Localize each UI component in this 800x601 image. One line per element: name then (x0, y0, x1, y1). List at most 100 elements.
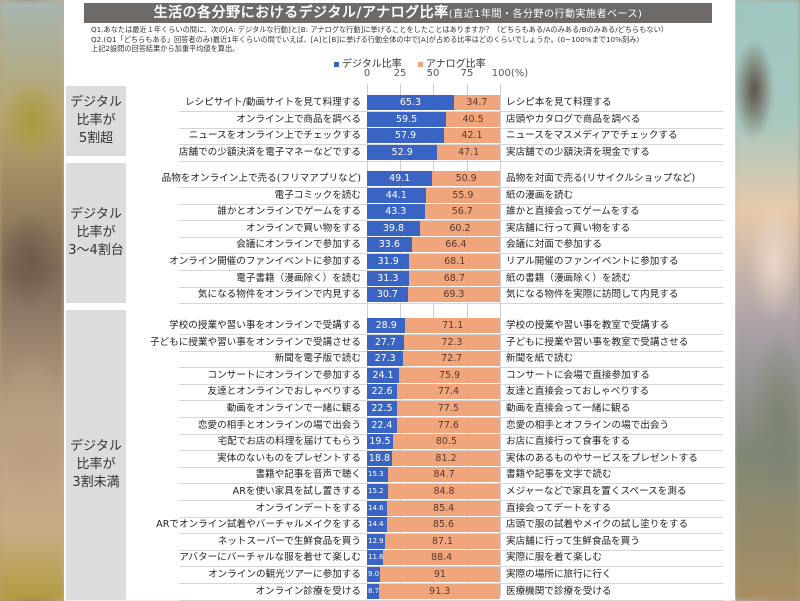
table-row: 品物をオンライン上で売る(フリマアプリなど) 49.1 50.9 品物を対面で売る(リ… (64, 170, 735, 188)
table-row: 恋愛の相手とオンラインの場で出会う 22.4 77.6 恋愛の相手とオフラインの場で出… (64, 417, 735, 435)
stacked-bar: 15.3 84.7 (367, 467, 500, 483)
digital-activity-label: オンライン診療を受ける (255, 585, 361, 597)
digital-activity-label: 新聞を電子版で読む (274, 353, 361, 365)
analog-segment: 81.2 (392, 450, 500, 466)
row-separator (179, 144, 723, 146)
row-separator (179, 483, 723, 485)
group-label-30-49: デジタル 比率が 3〜4割台 (66, 163, 126, 303)
analog-activity-label: 友達と直接会っておしゃべりする (506, 386, 650, 398)
stacked-bar: 43.3 56.7 (367, 204, 500, 220)
stacked-bar: 11.6 88.4 (367, 550, 500, 566)
digital-segment: 33.6 (367, 237, 412, 253)
stacked-bar: 27.7 72.3 (367, 334, 500, 350)
analog-activity-label: 学校の授業や習い事を教室で受講する (506, 320, 670, 331)
digital-segment: 11.6 (367, 550, 384, 566)
digital-segment: 22.5 (367, 401, 397, 416)
row-separator (179, 450, 723, 452)
analog-activity-label: 子どもに授業や習い事を教室で受講させる (506, 336, 689, 348)
digital-activity-label: 電子書籍（漫画除く）を読む (236, 272, 361, 284)
analog-segment: 91 (379, 567, 500, 582)
group-label-over-50: デジタル 比率が 5割超 (66, 86, 126, 156)
row-separator (179, 400, 723, 402)
analog-segment: 91.3 (379, 583, 500, 599)
analog-segment: 87.1 (385, 533, 500, 549)
analog-activity-label: 医療機関で診療を受ける (506, 585, 612, 597)
chart-panel: 生活の各分野におけるデジタル/アナログ比率(直近1年間・各分野の行動実施者ベース… (64, 0, 735, 601)
digital-segment: 8.7 (367, 583, 380, 599)
analog-activity-label: レシピ本を見て料理する (506, 97, 612, 108)
digital-activity-label: 電子コミックを読む (274, 189, 361, 201)
digital-activity-label: オンラインデートをする (255, 502, 361, 514)
stacked-bar: 30.7 69.3 (367, 287, 500, 303)
digital-activity-label: 店舗での少額決済を電子マネーなどでする (178, 146, 361, 158)
digital-activity-label: 恋愛の相手とオンラインの場で出会う (197, 419, 361, 431)
analog-activity-label: メジャーなどで家具を置くスペースを測る (506, 486, 687, 497)
digital-activity-label: ARでオンライン試着やバーチャルメイクをする (156, 519, 361, 531)
digital-segment: 27.3 (367, 351, 404, 367)
digital-segment: 31.9 (367, 254, 410, 269)
table-row: ARでオンライン試着やバーチャルメイクをする 14.4 85.6 店頭で服の試着やメイ… (64, 516, 735, 535)
digital-activity-label: 宅配でお店の料理を届けてもらう (217, 436, 361, 448)
digital-segment: 43.3 (367, 204, 425, 220)
row-separator (179, 383, 723, 385)
legend-analog-swatch (417, 61, 423, 67)
digital-segment: 65.3 (367, 95, 454, 110)
analog-segment: 68.7 (408, 270, 500, 286)
analog-segment: 84.8 (388, 484, 500, 499)
analog-activity-label: リアル開催のファンイベントに参加する (506, 256, 679, 267)
stacked-bar: 9.0 91 (367, 567, 500, 582)
digital-activity-label: レシピサイト/動画サイトを見て料理する (185, 97, 361, 108)
row-separator (179, 236, 723, 238)
table-row: ネットスーパーで生鮮食品を買う 12.9 87.1 実店舗に行って生鮮食品を買う (64, 533, 735, 551)
table-row: オンライン開催のファンイベントに参加する 31.9 68.1 リアル開催のファンイベン… (64, 253, 735, 271)
tick-0: 0 (363, 68, 371, 79)
stacked-bar: 19.5 80.5 (367, 434, 500, 450)
table-row: 書籍や記事を音声で聴く 15.3 84.7 書籍や記事を文字で読む (64, 466, 735, 485)
question-2: Q2.(Q1「どちらもある」回答者のみ)最近1年くらいの間でいえば、[A]と[B… (91, 34, 640, 44)
digital-segment: 31.3 (367, 270, 409, 286)
tick-25: 25 (393, 68, 407, 79)
digital-segment: 14.4 (367, 517, 387, 533)
legend-digital-swatch (334, 61, 339, 67)
digital-activity-label: 品物をオンライン上で売る(フリマアプリなど) (161, 173, 361, 184)
digital-activity-label: 気になる物件をオンラインで内見する (197, 289, 361, 301)
analog-activity-label: 店頭やカタログで商品を調べる (506, 113, 641, 125)
digital-activity-label: コンサートにオンラインで参加する (207, 369, 362, 381)
table-row: アバターにバーチャルな服を着せて楽しむ 11.6 88.4 実際に服を着て楽しむ (64, 549, 735, 568)
chart-title-bar: 生活の各分野におけるデジタル/アナログ比率(直近1年間・各分野の行動実施者ベース… (84, 3, 712, 23)
digital-activity-label: オンラインで買い物をする (245, 222, 361, 234)
digital-activity-label: 学校の授業や習い事をオンラインで受講する (169, 320, 361, 331)
analog-activity-label: 実際に服を着て楽しむ (506, 552, 602, 564)
table-row: オンラインの観光ツアーに参加する 9.0 91 実際の場所に旅行に行く (64, 566, 735, 584)
stacked-bar: 57.9 42.1 (367, 128, 500, 144)
analog-segment: 34.7 (453, 95, 500, 110)
calculation-note: 上記2設問の回答結果から加重平均値を算出。 (91, 44, 240, 54)
digital-segment: 57.9 (367, 128, 444, 144)
digital-segment: 9.0 (367, 567, 380, 582)
analog-segment: 88.4 (383, 550, 500, 566)
x-axis-ticks: 0 25 50 75 100(%) (64, 68, 735, 82)
analog-segment: 77.4 (397, 384, 500, 400)
stacked-bar: 27.3 72.7 (367, 351, 500, 367)
table-row: コンサートにオンラインで参加する 24.1 75.9 コンサートに会場で直接参加する (64, 367, 735, 385)
analog-activity-label: 動画を直接会って一緒に観る (506, 403, 631, 414)
row-separator (179, 566, 723, 568)
analog-segment: 55.9 (425, 187, 500, 203)
row-separator (179, 533, 723, 535)
row-separator (179, 433, 723, 435)
row-separator (179, 220, 723, 222)
table-row: 電子書籍（漫画除く）を読む 31.3 68.7 紙の書籍（漫画除く）を読む (64, 270, 735, 288)
row-separator (179, 270, 723, 271)
stacked-bar: 33.6 66.4 (367, 237, 500, 253)
digital-activity-label: ARを使い家具を試し置きする (232, 486, 361, 497)
chart-title: 生活の各分野におけるデジタル/アナログ比率 (153, 5, 449, 21)
table-row: オンライン診療を受ける 8.7 91.3 医療機関で診療を受ける (64, 583, 735, 601)
row-separator (179, 500, 723, 501)
stacked-bar: 22.5 77.5 (367, 401, 500, 416)
table-row: ARを使い家具を試し置きする 15.2 84.8 メジャーなどで家具を置くスペースを測… (64, 483, 735, 501)
row-separator (179, 127, 723, 129)
table-row: 実体のないものをプレゼントする 18.8 81.2 実体のあるものやサービスをプレゼン… (64, 450, 735, 468)
row-separator (179, 111, 723, 112)
stacked-bar: 22.6 77.4 (367, 384, 500, 400)
analog-activity-label: 新聞を紙で読む (506, 353, 574, 365)
